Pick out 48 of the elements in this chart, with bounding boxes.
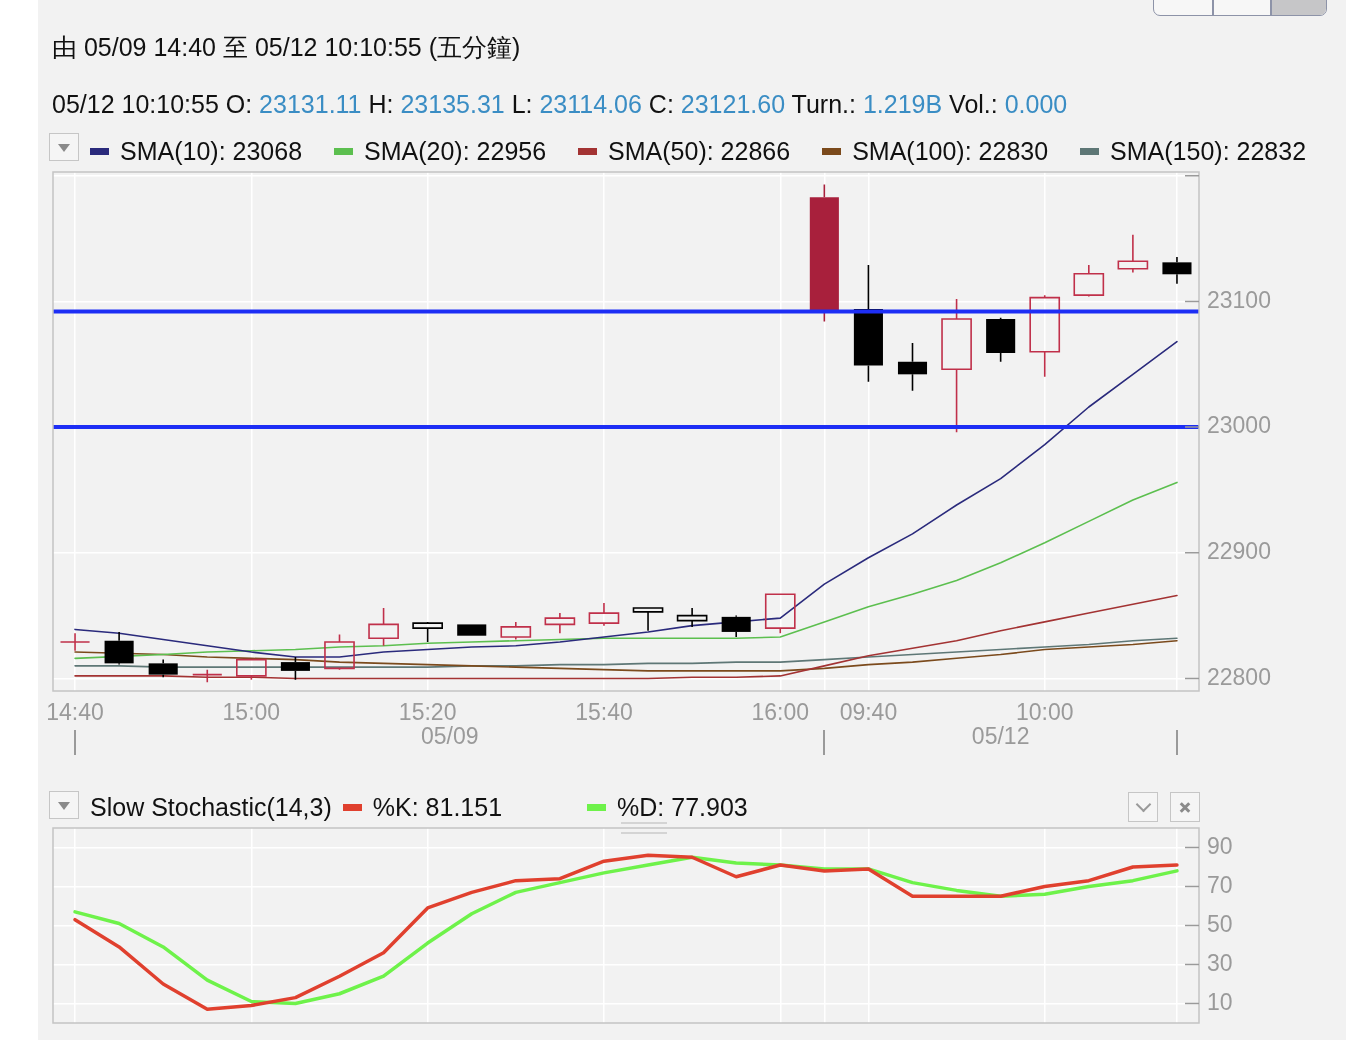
candlestick [1029, 294, 1061, 378]
candlestick [632, 607, 664, 632]
candlestick [721, 616, 751, 638]
y-tick-label: 23000 [1207, 412, 1271, 439]
candlestick [809, 183, 839, 323]
candlestick [191, 668, 223, 683]
x-tick-label: 16:00 [751, 699, 810, 726]
candlestick [148, 658, 178, 678]
x-tick-label: 15:00 [222, 699, 281, 726]
y-tick-label: 70 [1207, 871, 1233, 898]
candlestick [368, 607, 399, 647]
text: 05/12 [971, 723, 1030, 750]
legend-title: Slow Stochastic(14,3) [90, 792, 332, 822]
candlestick [544, 612, 576, 634]
legend-label: %D: 77.903 [617, 792, 748, 822]
x-tick-label: 15:20 [398, 699, 457, 726]
candlestick [457, 624, 487, 636]
candlestick [104, 631, 134, 664]
legend-label: SMA(50): 22866 [608, 136, 791, 166]
chart-title: 由 05/09 14:40 至 05/12 10:10:55 (五分鐘) [52, 33, 521, 61]
y-tick-label: 90 [1207, 832, 1233, 859]
candlestick [897, 342, 928, 392]
candlestick [1073, 264, 1105, 296]
candlestick [853, 264, 883, 383]
legend-label: SMA(10): 23068 [120, 136, 303, 166]
candlestick [676, 607, 708, 628]
legend-label: %K: 81.151 [372, 792, 503, 822]
candlestick [941, 298, 972, 433]
text: 05/09 [420, 723, 479, 750]
y-tick-label: 22800 [1207, 663, 1271, 690]
x-tick-label: 14:40 [46, 699, 104, 726]
candlestick [588, 602, 620, 627]
legend-label: SMA(100): 22830 [852, 136, 1049, 166]
x-tick-label: 10:00 [1015, 699, 1074, 726]
candlestick [1162, 256, 1192, 285]
y-tick-label: 50 [1207, 910, 1233, 937]
y-tick-label: 30 [1207, 949, 1233, 976]
candlestick [764, 593, 796, 634]
candlestick [1117, 234, 1149, 274]
y-tick-label: 23100 [1207, 286, 1271, 313]
y-tick-label: 10 [1207, 988, 1233, 1015]
legend-label: SMA(20): 22956 [364, 136, 547, 166]
text: 05/12 10:10:55 O: 23131.11 H: 23135.31 L: 23114.06 C: 23121.60 Turn.: 1.219B Vol.: 0.000 [52, 90, 1068, 118]
legend-label: SMA(150): 22832 [1110, 136, 1307, 166]
x-tick-label: 15:40 [575, 699, 633, 726]
candlestick [59, 632, 91, 652]
x-tick-label: 09:40 [839, 699, 898, 726]
y-tick-label: 22900 [1207, 538, 1271, 565]
